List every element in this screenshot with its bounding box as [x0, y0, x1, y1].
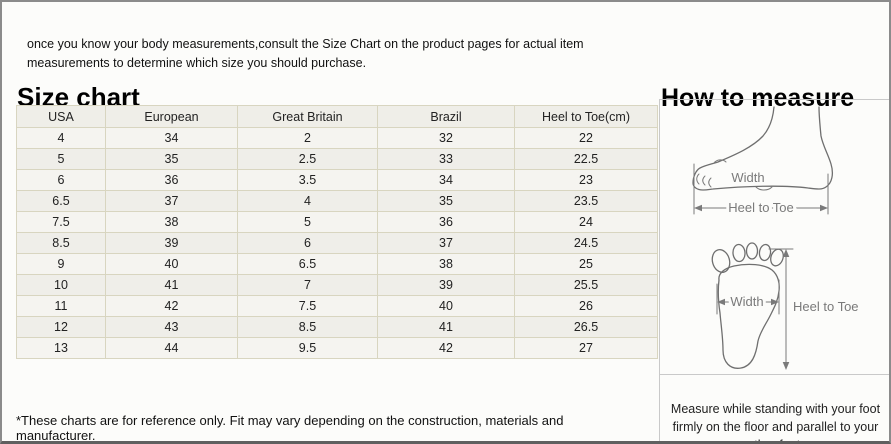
heel-to-toe-label: Heel to Toe — [728, 200, 794, 215]
table-row: 4 34 2 32 22 — [16, 127, 658, 149]
size-cell: 25 — [514, 253, 658, 275]
size-cell: 7.5 — [16, 211, 106, 233]
size-cell: 35 — [105, 148, 238, 170]
column-header: European — [105, 105, 238, 128]
size-cell: 7 — [237, 274, 378, 296]
size-cell: 22 — [514, 127, 658, 149]
table-row: 11 42 7.5 40 26 — [16, 295, 658, 317]
size-cell: 26.5 — [514, 316, 658, 338]
side-foot-diagram: Width Heel to Toe — [692, 106, 833, 218]
size-cell: 36 — [105, 169, 238, 191]
size-cell: 6.5 — [237, 253, 378, 275]
column-header: Brazil — [377, 105, 515, 128]
width-label: Width — [731, 170, 764, 185]
size-cell: 37 — [105, 190, 238, 212]
size-cell: 4 — [237, 190, 378, 212]
table-row: 10 41 7 39 25.5 — [16, 274, 658, 296]
size-cell: 40 — [377, 295, 515, 317]
size-cell: 8.5 — [16, 232, 106, 254]
size-cell: 44 — [105, 337, 238, 359]
table-row: 13 44 9.5 42 27 — [16, 337, 658, 359]
size-cell: 22.5 — [514, 148, 658, 170]
size-cell: 41 — [377, 316, 515, 338]
size-cell: 38 — [105, 211, 238, 233]
size-cell: 37 — [377, 232, 515, 254]
table-row: 8.5 39 6 37 24.5 — [16, 232, 658, 254]
size-cell: 9 — [16, 253, 106, 275]
table-row: 5 35 2.5 33 22.5 — [16, 148, 658, 170]
size-cell: 2 — [237, 127, 378, 149]
size-cell: 35 — [377, 190, 515, 212]
heel-to-toe-label: Heel to Toe — [793, 299, 859, 314]
size-cell: 25.5 — [514, 274, 658, 296]
table-row: 9 40 6.5 38 25 — [16, 253, 658, 275]
size-cell: 5 — [237, 211, 378, 233]
size-cell: 42 — [377, 337, 515, 359]
size-conversion-table: USA European Great Britain Brazil Heel to To… — [16, 105, 658, 359]
size-cell: 34 — [105, 127, 238, 149]
size-cell: 6 — [16, 169, 106, 191]
size-cell: 33 — [377, 148, 515, 170]
size-cell: 43 — [105, 316, 238, 338]
width-label: Width — [730, 294, 763, 309]
size-cell: 8.5 — [237, 316, 378, 338]
size-cell: 39 — [105, 232, 238, 254]
size-cell: 5 — [16, 148, 106, 170]
size-cell: 13 — [16, 337, 106, 359]
table-row: 12 43 8.5 41 26.5 — [16, 316, 658, 338]
size-cell: 32 — [377, 127, 515, 149]
how-to-measure-title: How to measure — [661, 83, 855, 112]
size-cell: 41 — [105, 274, 238, 296]
table-row: 7.5 38 5 36 24 — [16, 211, 658, 233]
size-cell: 4 — [16, 127, 106, 149]
column-header: Heel to Toe(cm) — [514, 105, 658, 128]
heading-rule — [659, 99, 889, 100]
size-cell: 2.5 — [237, 148, 378, 170]
size-cell: 42 — [105, 295, 238, 317]
size-cell: 6.5 — [16, 190, 106, 212]
size-cell: 10 — [16, 274, 106, 296]
panel-divider — [659, 99, 660, 441]
table-footnote: *These charts are for reference only. Fi… — [16, 413, 564, 443]
size-cell: 7.5 — [237, 295, 378, 317]
column-header: USA — [16, 105, 106, 128]
measure-note: Measure while standing with your foot fi… — [670, 401, 881, 442]
header-row: USA European Great Britain Brazil Heel to To… — [16, 105, 658, 128]
size-cell: 24 — [514, 211, 658, 233]
intro-text: once you know your body measurements,con… — [27, 36, 584, 70]
table-row: 6.5 37 4 35 23.5 — [16, 190, 658, 212]
size-cell: 11 — [16, 295, 106, 317]
size-cell: 36 — [377, 211, 515, 233]
size-cell: 23 — [514, 169, 658, 191]
size-cell: 38 — [377, 253, 515, 275]
size-cell: 34 — [377, 169, 515, 191]
size-cell: 24.5 — [514, 232, 658, 254]
size-cell: 27 — [514, 337, 658, 359]
size-cell: 39 — [377, 274, 515, 296]
size-cell: 26 — [514, 295, 658, 317]
note-rule — [659, 374, 889, 375]
size-cell: 9.5 — [237, 337, 378, 359]
table-row: 6 36 3.5 34 23 — [16, 169, 658, 191]
size-cell: 40 — [105, 253, 238, 275]
sole-foot-diagram: Width Heel to Toe — [711, 242, 862, 370]
column-header: Great Britain — [237, 105, 378, 128]
size-cell: 6 — [237, 232, 378, 254]
size-cell: 23.5 — [514, 190, 658, 212]
size-cell: 3.5 — [237, 169, 378, 191]
size-cell: 12 — [16, 316, 106, 338]
